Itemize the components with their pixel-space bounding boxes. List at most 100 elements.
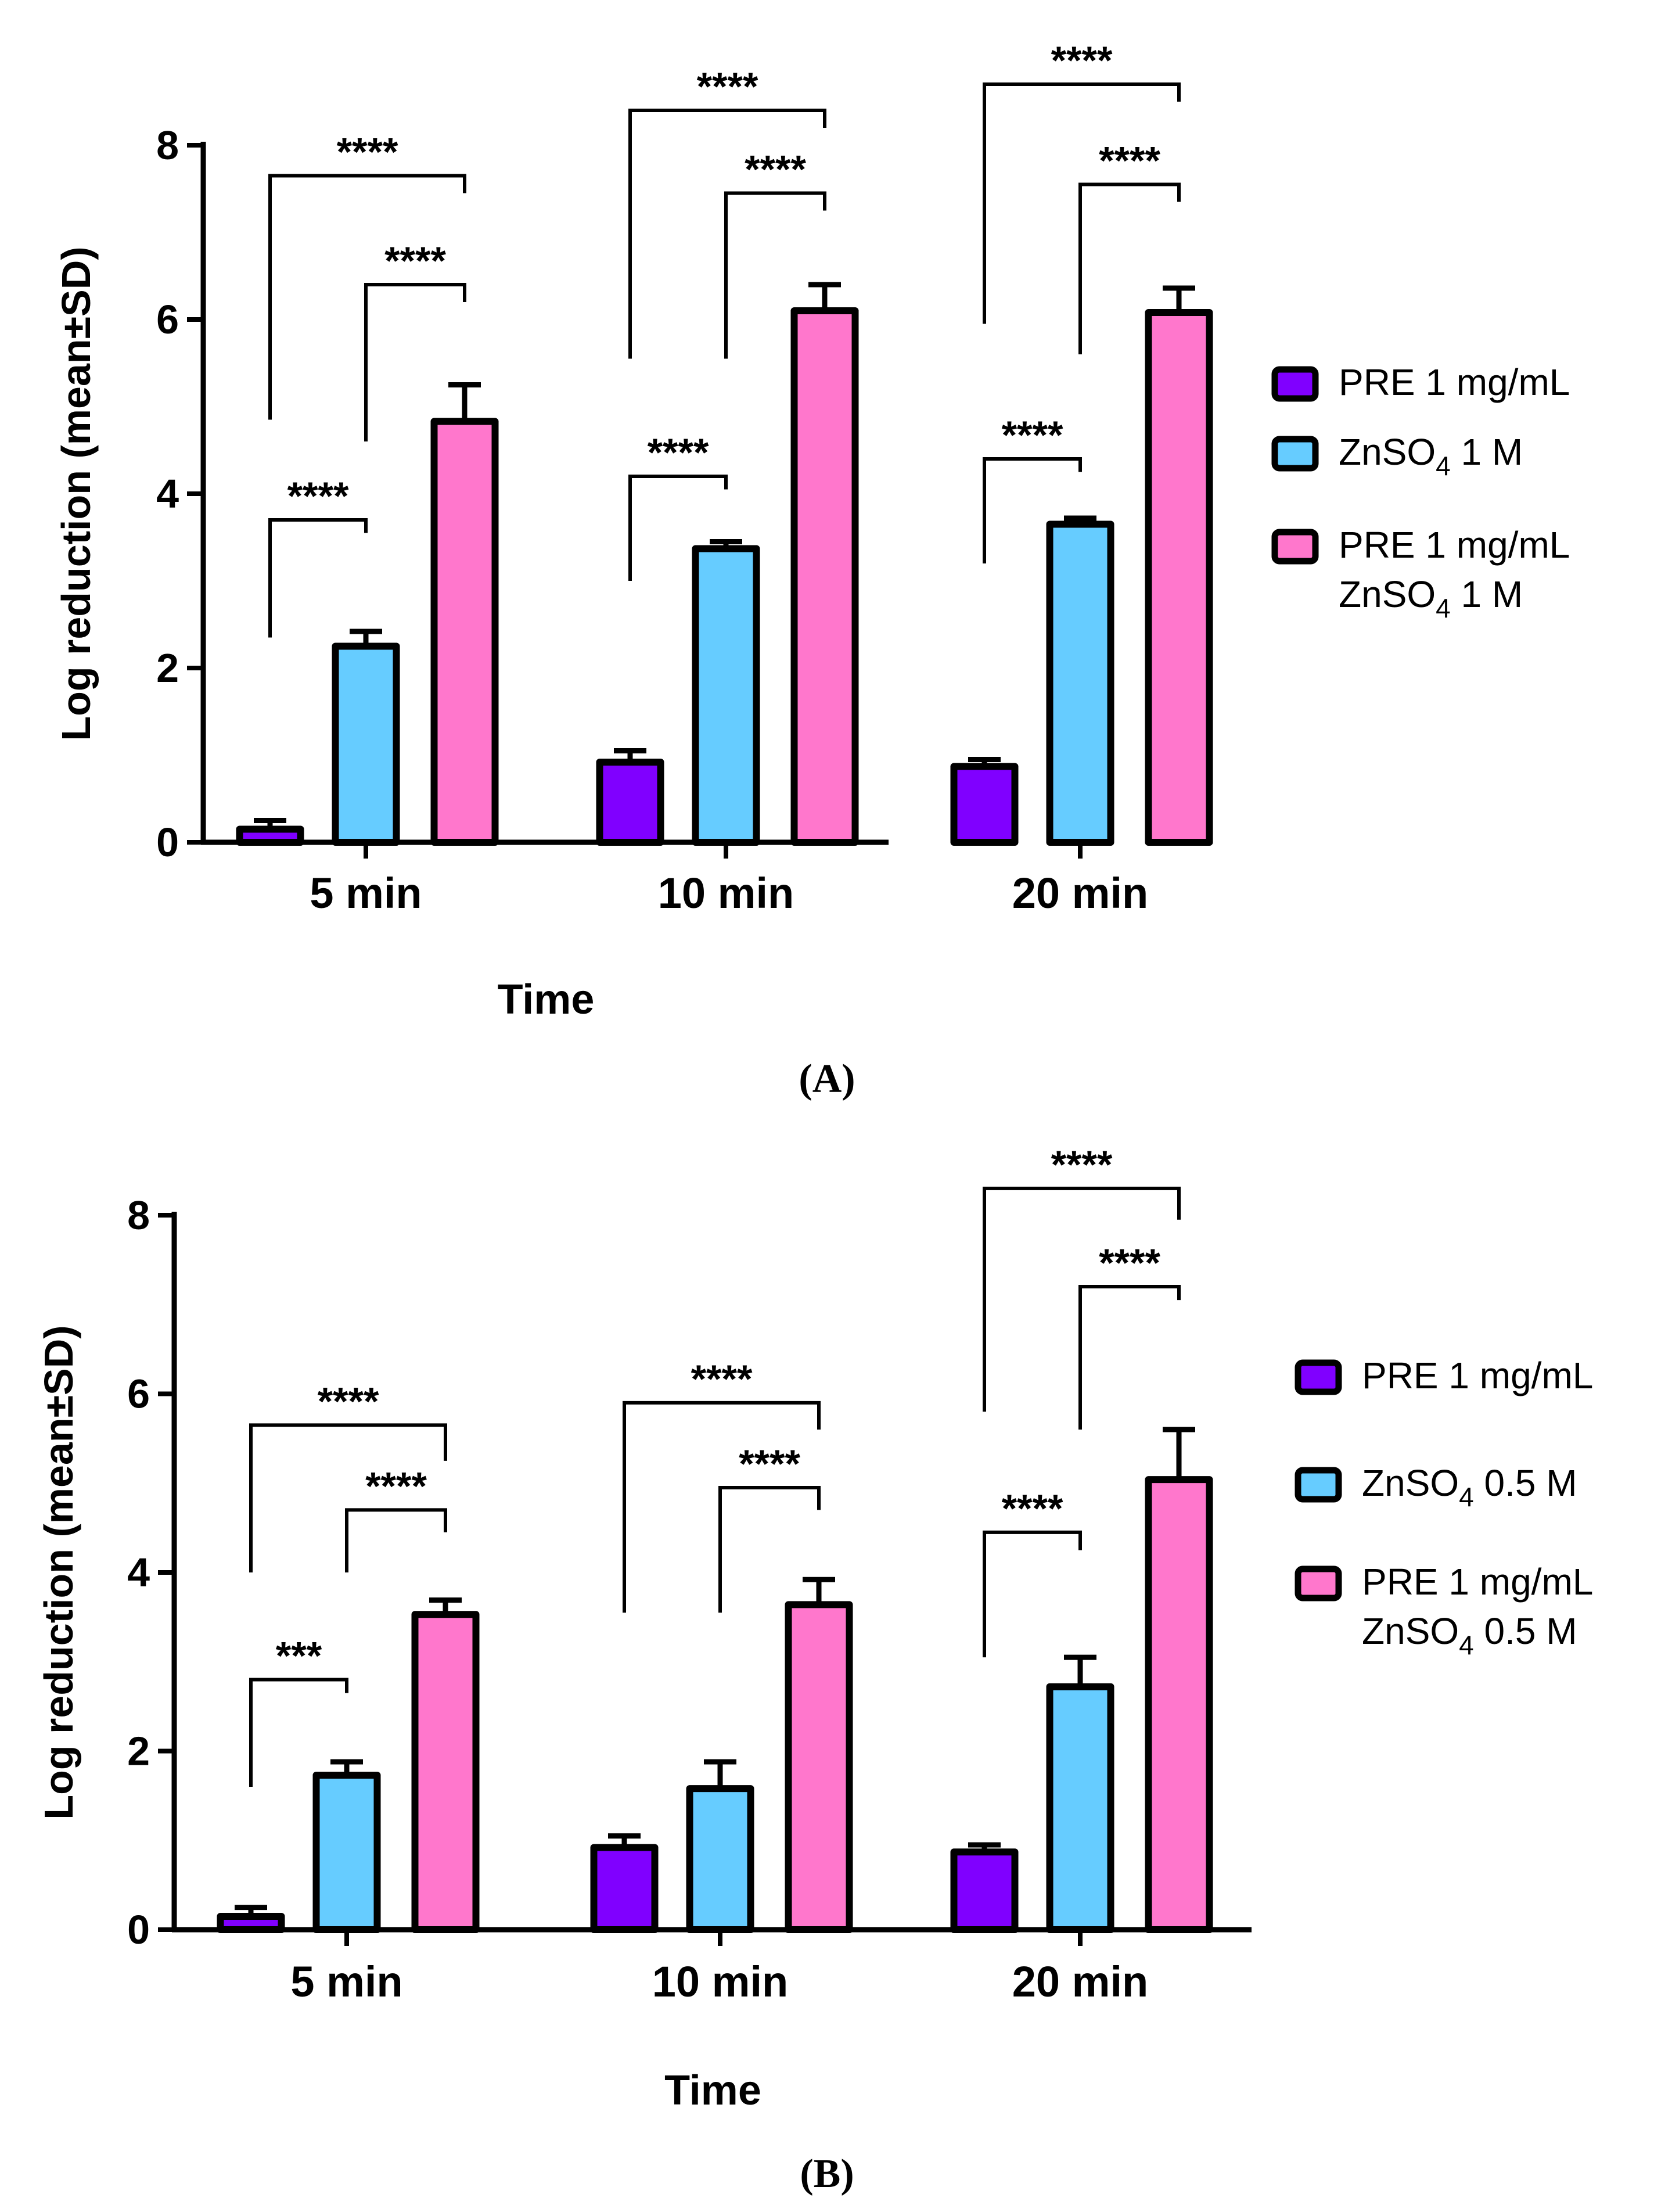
- legend-swatch: [1271, 436, 1319, 472]
- significance-bracket: [628, 109, 826, 359]
- significance-bracket: [364, 283, 466, 441]
- bar: [596, 759, 664, 846]
- significance-label: ****: [287, 474, 349, 518]
- x-tick-label: 20 min: [1012, 869, 1148, 917]
- significance-bracket: [628, 475, 728, 581]
- significance-label: ****: [1099, 1241, 1160, 1285]
- significance-label: ****: [697, 64, 758, 109]
- legend-label: ZnSO4 0.5 M: [1362, 1610, 1577, 1660]
- bar: [312, 1772, 381, 1933]
- significance-label: ****: [745, 148, 806, 192]
- significance-bracket: [249, 1678, 348, 1787]
- significance-bracket: [623, 1401, 821, 1613]
- significance-bracket: [1078, 182, 1181, 354]
- y-axis-title: Log reduction (mean±SD): [36, 1325, 81, 1819]
- legend-swatch: [1295, 1467, 1342, 1503]
- bar: [1145, 1476, 1213, 1934]
- y-tick-label: 4: [127, 1550, 150, 1595]
- x-tick-label: 10 min: [658, 869, 794, 917]
- bar: [236, 825, 304, 846]
- y-axis-title: Log reduction (mean±SD): [53, 246, 99, 741]
- y-tick-label: 4: [156, 471, 179, 516]
- x-tick-label: 5 min: [310, 869, 422, 917]
- significance-bracket: [268, 174, 466, 420]
- y-tick-label: 8: [156, 123, 179, 168]
- y-tick-label: 0: [127, 1907, 150, 1952]
- significance-bracket: [268, 518, 368, 638]
- bar: [411, 1611, 480, 1933]
- significance-label: ****: [384, 239, 446, 283]
- legend-label: ZnSO4 1 M: [1339, 431, 1523, 481]
- legend-swatch: [1295, 1359, 1342, 1395]
- legend-label: PRE 1 mg/mL: [1339, 361, 1570, 403]
- chart-panel-a: 0 2 4 6 8 5 min 10 min 20 min **** **** **** **** **…: [53, 38, 1570, 1101]
- significance-label: ****: [1002, 1486, 1063, 1531]
- significance-label: ****: [337, 130, 398, 174]
- legend-label: ZnSO4 0.5 M: [1362, 1462, 1577, 1512]
- significance-label: ****: [1051, 38, 1113, 82]
- legend-label-subscript: 4: [1459, 1630, 1474, 1660]
- significance-bracket: [345, 1508, 447, 1572]
- legend-label-subscript: 4: [1436, 451, 1451, 481]
- legend-label: PRE 1 mg/mL: [1339, 524, 1570, 566]
- bar: [1145, 309, 1213, 846]
- significance-label: ****: [1051, 1143, 1113, 1187]
- panel-label: (A): [799, 1057, 855, 1101]
- legend-label-subscript: 4: [1459, 1482, 1474, 1512]
- bar: [590, 1844, 659, 1934]
- x-axis-title: Time: [664, 2067, 761, 2114]
- legend-swatch: [1295, 1565, 1342, 1601]
- y-tick-label: 8: [127, 1193, 150, 1238]
- y-tick-label: 6: [127, 1371, 150, 1417]
- significance-bracket: [983, 1186, 1181, 1412]
- significance-label: ***: [276, 1634, 322, 1678]
- bar: [950, 1848, 1019, 1934]
- legend-label: ZnSO4 1 M: [1339, 573, 1523, 623]
- y-tick-label: 0: [156, 820, 179, 865]
- legend-label-part: 1 M: [1451, 431, 1523, 473]
- bar: [692, 545, 760, 846]
- bar: [332, 642, 400, 846]
- significance-bracket: [249, 1423, 447, 1572]
- bar: [950, 763, 1019, 846]
- y-tick-label: 6: [156, 297, 179, 342]
- significance-label: ****: [318, 1379, 379, 1423]
- legend-label: PRE 1 mg/mL: [1362, 1355, 1593, 1396]
- significance-bracket: [718, 1485, 821, 1613]
- bar: [686, 1785, 754, 1933]
- panel-label: (B): [800, 2152, 854, 2196]
- significance-label: ****: [365, 1464, 427, 1508]
- y-tick-label: 2: [156, 645, 179, 691]
- legend-label-part: 0.5 M: [1474, 1462, 1577, 1504]
- y-tick-label: 2: [127, 1729, 150, 1774]
- legend-swatch: [1271, 529, 1319, 565]
- bar: [1046, 1683, 1114, 1934]
- legend-label-part: ZnSO: [1362, 1610, 1459, 1652]
- legend-swatch: [1271, 366, 1319, 402]
- significance-bracket: [1078, 1285, 1181, 1430]
- legend-label-subscript: 4: [1436, 593, 1451, 623]
- bar: [790, 307, 859, 846]
- x-tick-label: 10 min: [652, 1958, 788, 2006]
- legend-label: PRE 1 mg/mL: [1362, 1561, 1593, 1603]
- significance-label: ****: [739, 1442, 800, 1486]
- legend-label-part: ZnSO: [1339, 573, 1436, 615]
- significance-bracket: [724, 191, 826, 359]
- bar: [1046, 520, 1114, 846]
- significance-label: ****: [1099, 139, 1160, 183]
- significance-bracket: [983, 1530, 1082, 1658]
- x-axis-title: Time: [498, 976, 595, 1023]
- x-tick-label: 5 min: [290, 1958, 402, 2006]
- bar: [785, 1601, 853, 1934]
- legend-label-part: ZnSO: [1339, 431, 1436, 473]
- legend-label-part: 0.5 M: [1474, 1610, 1577, 1652]
- legend-label-part: ZnSO: [1362, 1462, 1459, 1504]
- significance-label: ****: [648, 430, 709, 475]
- legend-label-part: 1 M: [1451, 573, 1523, 615]
- significance-label: ****: [691, 1357, 753, 1401]
- significance-label: ****: [1002, 413, 1063, 457]
